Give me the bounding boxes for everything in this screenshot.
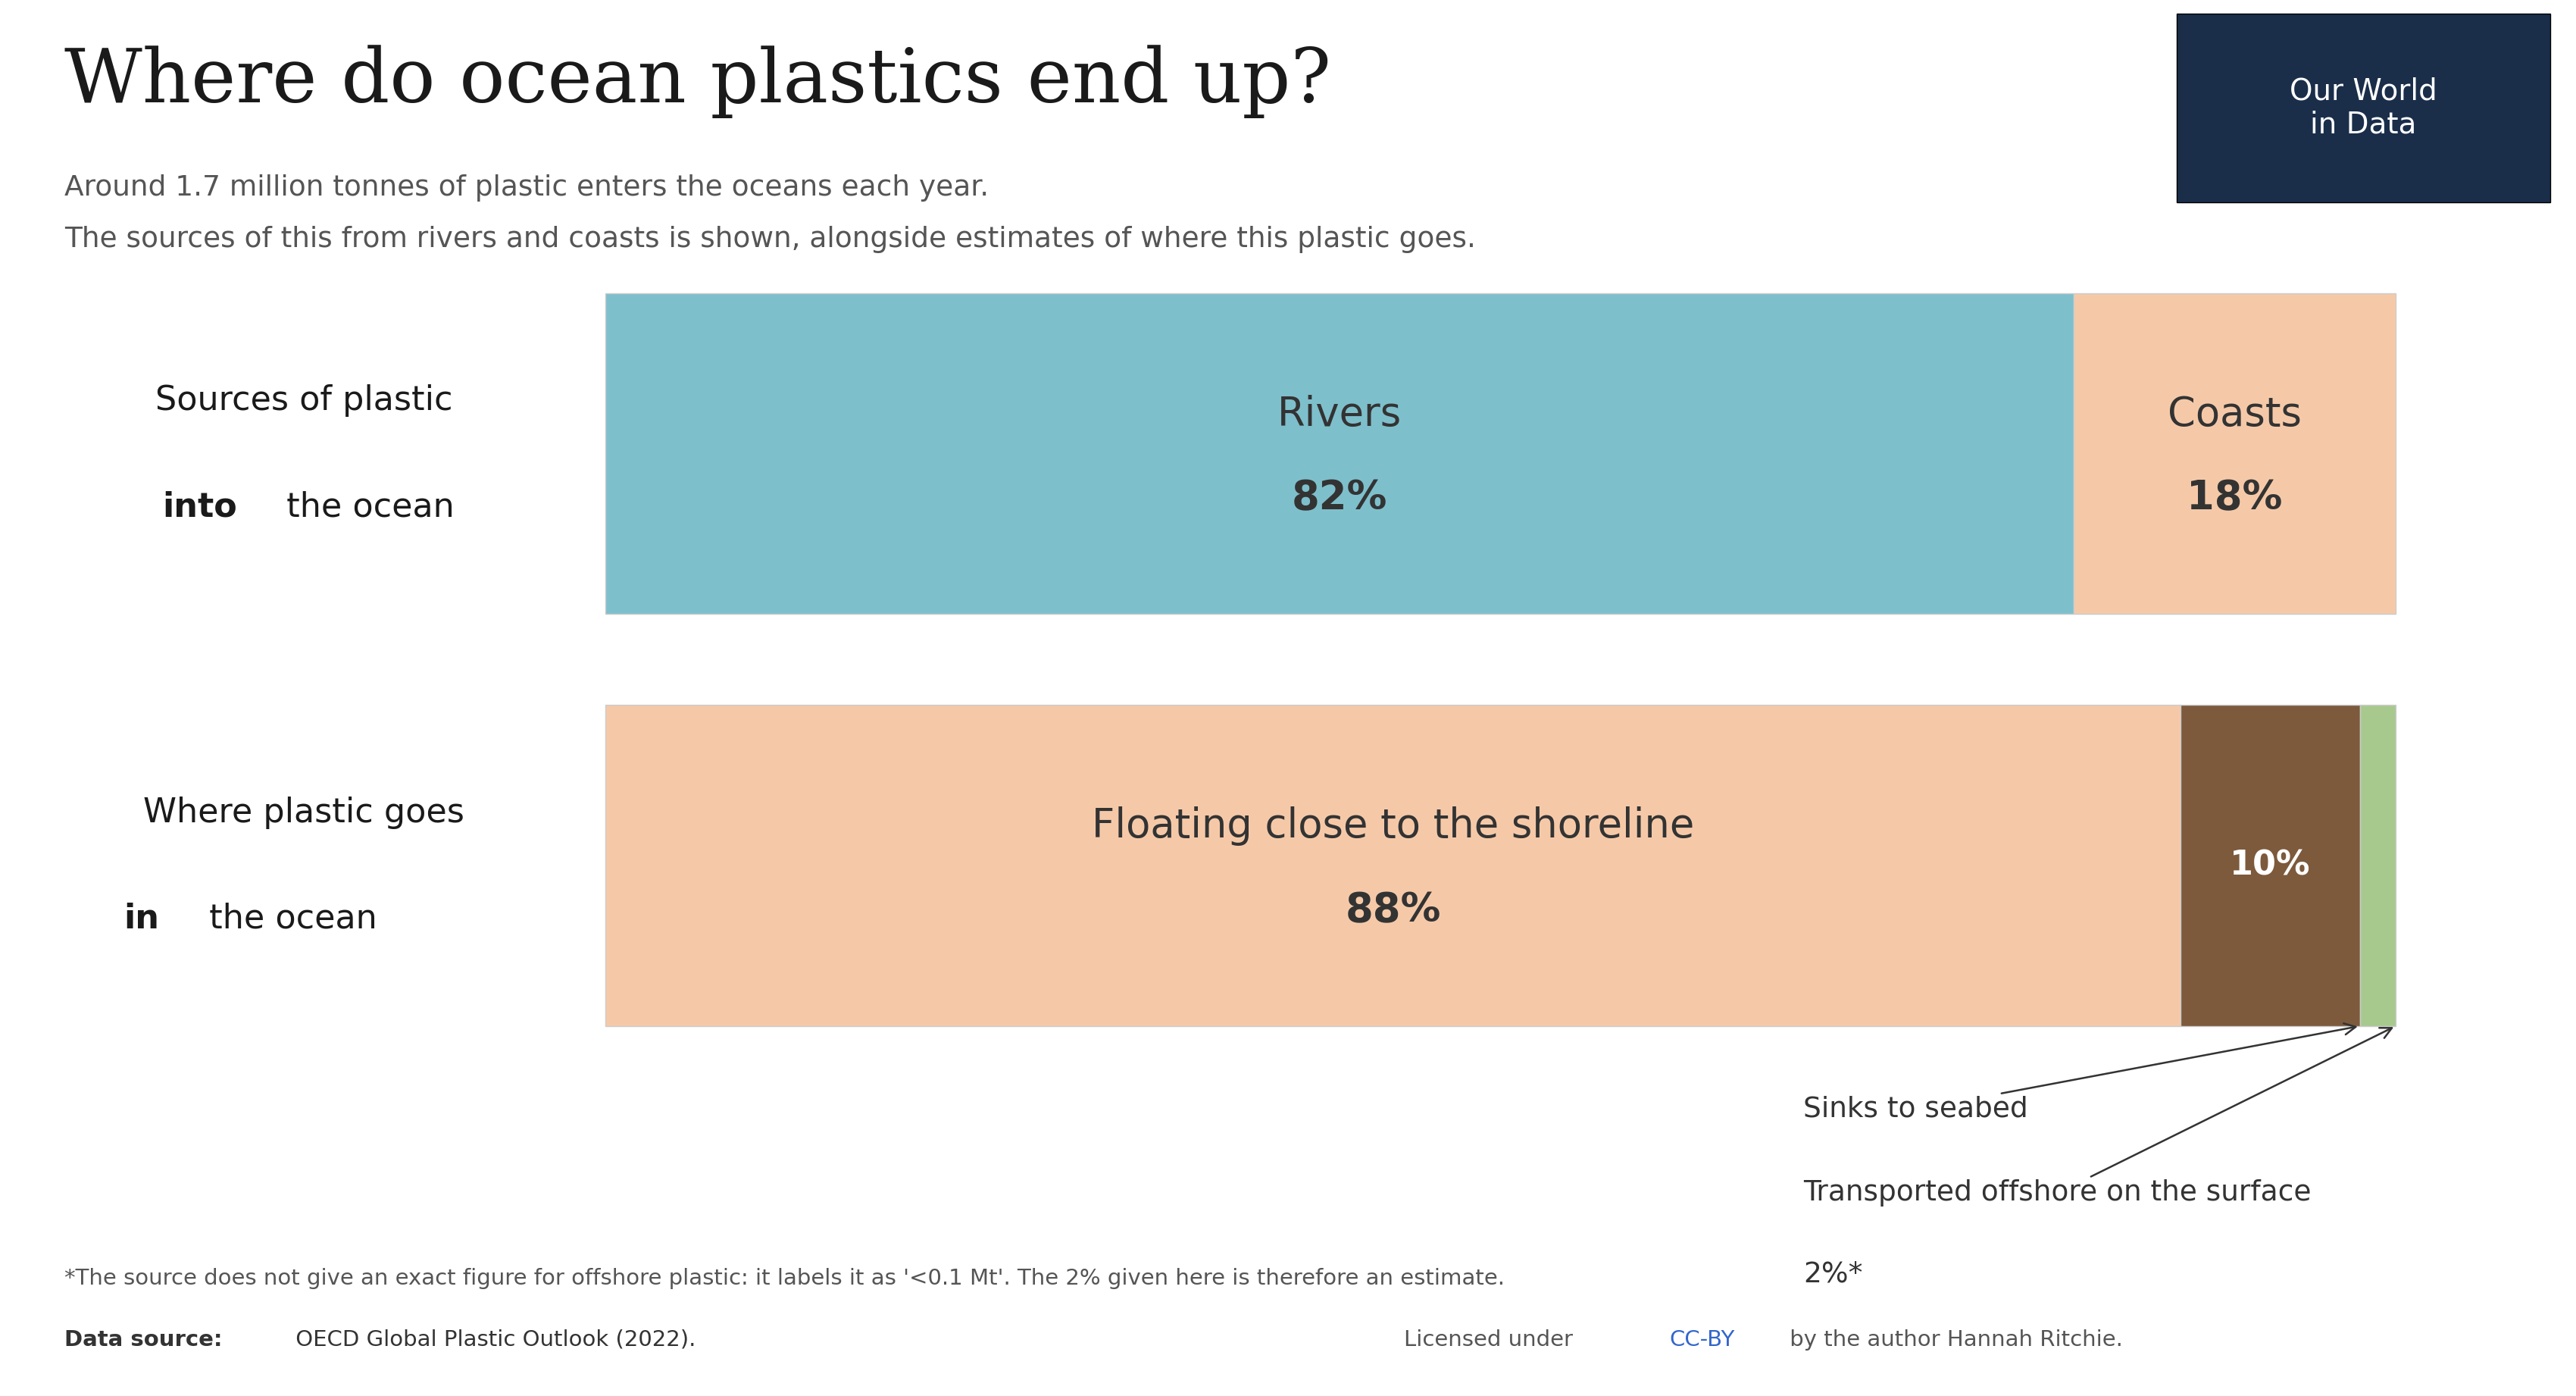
Text: Sources of plastic: Sources of plastic [155, 384, 453, 417]
Text: *The source does not give an exact figure for offshore plastic: it labels it as : *The source does not give an exact figur… [64, 1268, 1504, 1289]
Text: 10%: 10% [2231, 849, 2311, 882]
Text: Where do ocean plastics end up?: Where do ocean plastics end up? [64, 45, 1332, 119]
Text: Floating close to the shoreline: Floating close to the shoreline [1092, 807, 1695, 846]
Text: Where plastic goes: Where plastic goes [144, 796, 464, 829]
FancyBboxPatch shape [2182, 705, 2360, 1026]
Text: CC-BY: CC-BY [1669, 1329, 1734, 1350]
Text: the ocean: the ocean [198, 902, 376, 935]
Text: Data source:: Data source: [64, 1329, 222, 1350]
Text: 82%: 82% [1291, 479, 1388, 518]
Text: Transported offshore on the surface: Transported offshore on the surface [1803, 1027, 2393, 1208]
Text: by the author Hannah Ritchie.: by the author Hannah Ritchie. [1783, 1329, 2123, 1350]
Text: into: into [162, 490, 237, 524]
Text: 18%: 18% [2187, 479, 2282, 518]
FancyBboxPatch shape [605, 705, 2182, 1026]
Text: Around 1.7 million tonnes of plastic enters the oceans each year.: Around 1.7 million tonnes of plastic ent… [64, 174, 989, 202]
Text: the ocean: the ocean [276, 490, 453, 524]
FancyBboxPatch shape [2360, 705, 2396, 1026]
Text: Sinks to seabed: Sinks to seabed [1803, 1023, 2354, 1124]
FancyBboxPatch shape [2074, 293, 2396, 614]
Text: The sources of this from rivers and coasts is shown, alongside estimates of wher: The sources of this from rivers and coas… [64, 226, 1476, 254]
Text: Our World
in Data: Our World in Data [2290, 77, 2437, 140]
Text: OECD Global Plastic Outlook (2022).: OECD Global Plastic Outlook (2022). [289, 1329, 696, 1350]
Text: Licensed under: Licensed under [1404, 1329, 1579, 1350]
Text: 88%: 88% [1345, 891, 1440, 930]
Text: Coasts: Coasts [2166, 395, 2300, 434]
Text: Rivers: Rivers [1278, 395, 1401, 434]
Text: in: in [124, 902, 160, 935]
FancyBboxPatch shape [2177, 14, 2550, 202]
Text: 2%*: 2%* [1803, 1261, 1862, 1289]
FancyBboxPatch shape [605, 293, 2074, 614]
